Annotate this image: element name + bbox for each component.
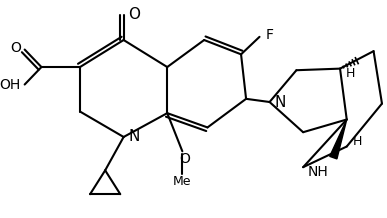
Text: Me: Me (173, 175, 192, 188)
Text: F: F (265, 28, 273, 42)
Text: N: N (128, 129, 140, 145)
Text: H: H (353, 135, 362, 148)
Polygon shape (330, 119, 347, 159)
Text: NH: NH (308, 165, 329, 179)
Text: N: N (274, 95, 286, 109)
Text: OH: OH (0, 78, 21, 92)
Text: O: O (10, 41, 21, 55)
Text: O: O (179, 152, 190, 166)
Text: O: O (128, 7, 140, 22)
Text: H: H (346, 67, 355, 80)
